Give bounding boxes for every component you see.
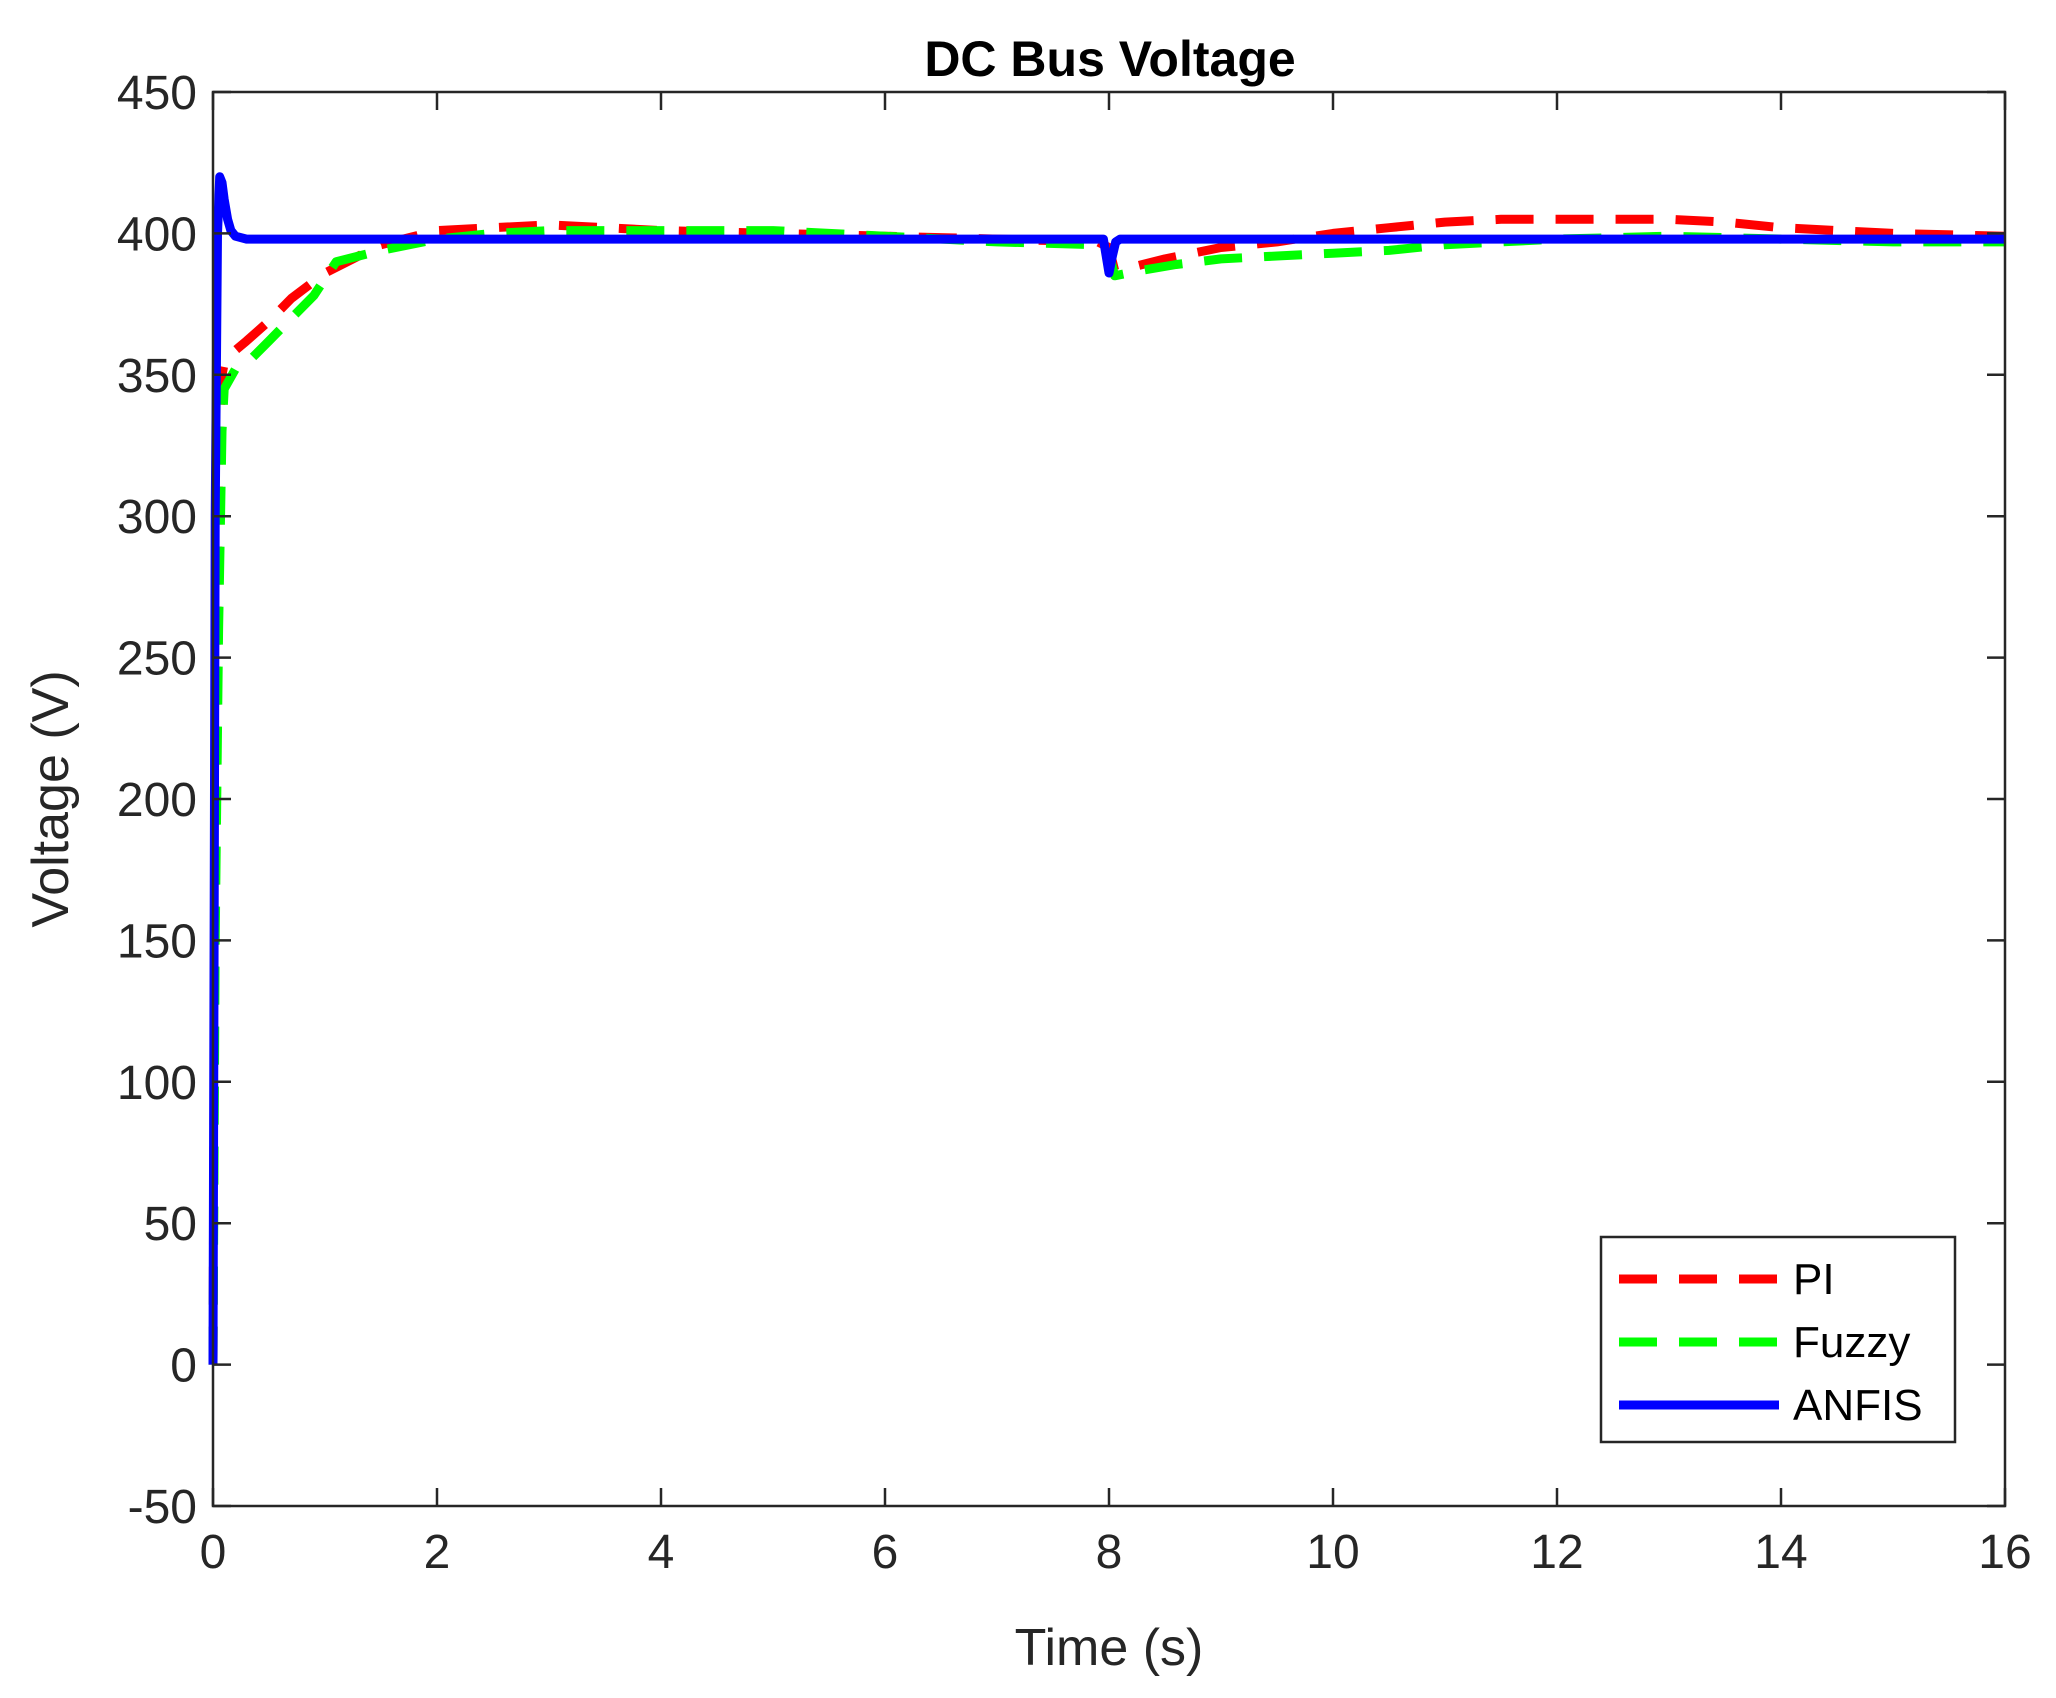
x-tick-label: 6: [872, 1526, 899, 1579]
series-line-fuzzy: [208, 226, 2005, 1365]
y-axis-label: Voltage (V): [22, 670, 80, 927]
legend-label-fuzzy: Fuzzy: [1793, 1318, 1910, 1367]
legend-label-pi: PI: [1793, 1255, 1835, 1304]
series-lines: [208, 172, 2006, 1365]
x-tick-label: 14: [1754, 1526, 1807, 1579]
legend-label-anfis: ANFIS: [1793, 1381, 1923, 1430]
y-tick-label: 200: [117, 774, 197, 827]
x-tick-label: 8: [1096, 1526, 1123, 1579]
x-tick-label: 12: [1530, 1526, 1583, 1579]
chart-title: DC Bus Voltage: [924, 31, 1295, 87]
y-tick-label: 250: [117, 633, 197, 686]
x-tick-label: 16: [1978, 1526, 2031, 1579]
y-tick-label: 350: [117, 350, 197, 403]
y-tick-label: 0: [170, 1340, 197, 1393]
legend: PI Fuzzy ANFIS: [1599, 1235, 1957, 1444]
y-tick-label: 400: [117, 208, 197, 261]
y-tick-label: -50: [128, 1481, 197, 1534]
ticks: 0 2 4 6 8 10 12 14 16-50050100150200250300350400…: [117, 67, 2032, 1579]
y-tick-label: 450: [117, 67, 197, 120]
y-tick-label: 100: [117, 1057, 197, 1110]
y-tick-label: 300: [117, 491, 197, 544]
x-tick-label: 4: [648, 1526, 675, 1579]
series-line-anfis: [208, 172, 2005, 1365]
x-tick-label: 10: [1306, 1526, 1359, 1579]
x-tick-label: 0: [200, 1526, 227, 1579]
y-tick-label: 50: [144, 1198, 197, 1251]
y-tick-label: 150: [117, 915, 197, 968]
x-axis-label: Time (s): [1015, 1619, 1204, 1677]
x-tick-label: 2: [424, 1526, 451, 1579]
